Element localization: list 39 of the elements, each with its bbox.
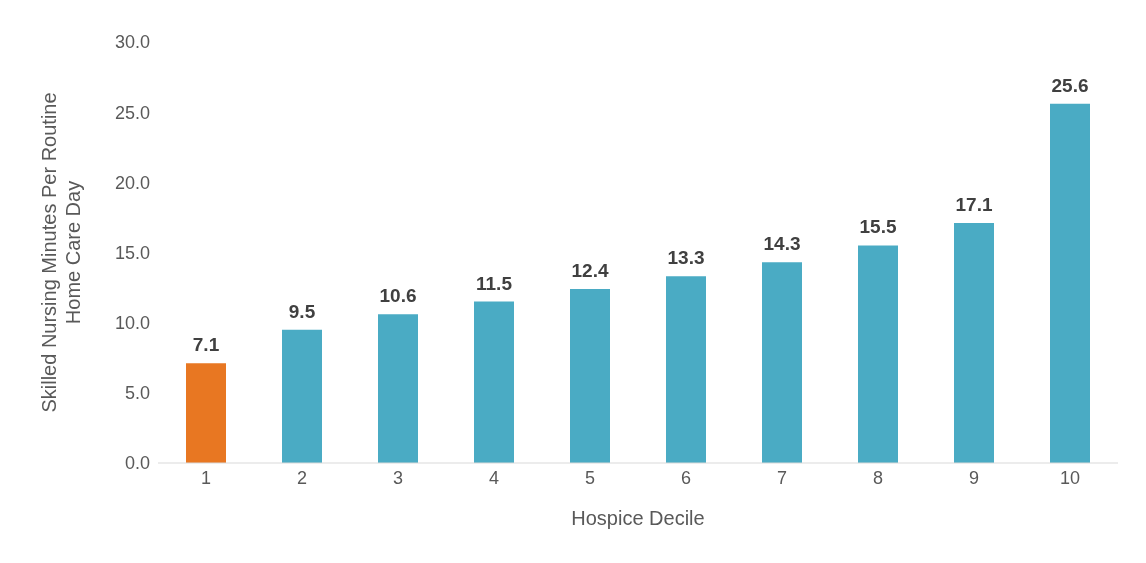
x-tick-label: 3: [392, 467, 404, 488]
x-tick-label: 7: [776, 467, 788, 488]
data-label: 17.1: [955, 194, 993, 216]
bar: [858, 245, 898, 463]
y-tick-label: 5.0: [124, 383, 150, 404]
y-tick-label: 20.0: [114, 172, 150, 193]
y-tick-label: 10.0: [114, 313, 150, 334]
y-tick-label: 0.0: [124, 453, 150, 474]
y-tick-label: 15.0: [114, 242, 150, 263]
bar: [474, 301, 514, 463]
bar: [1050, 103, 1090, 463]
x-tick-label: 6: [680, 467, 692, 488]
bar: [186, 363, 226, 463]
data-label: 9.5: [288, 300, 316, 322]
data-label: 13.3: [667, 247, 705, 269]
bar: [378, 314, 418, 463]
y-tick-label: 30.0: [114, 32, 150, 53]
bar: [282, 329, 322, 463]
y-axis-title: Skilled Nursing Minutes Per Routine Home Care Day: [38, 92, 84, 413]
x-tick-label: 5: [584, 467, 596, 488]
data-label: 14.3: [763, 233, 801, 255]
data-label: 10.6: [379, 285, 417, 307]
data-label: 7.1: [192, 334, 220, 356]
bar: [954, 223, 994, 463]
data-label: 25.6: [1051, 74, 1089, 96]
x-tick-label: 1: [200, 467, 212, 488]
x-tick-label: 2: [296, 467, 308, 488]
bar: [570, 288, 610, 463]
x-tick-label: 4: [488, 467, 500, 488]
x-tick-label: 10: [1059, 467, 1081, 488]
x-axis-title: Hospice Decile: [571, 507, 705, 529]
data-label: 11.5: [476, 272, 513, 294]
data-label: 15.5: [859, 216, 897, 238]
bar: [762, 262, 802, 463]
data-label: 12.4: [571, 259, 609, 281]
x-tick-label: 8: [872, 467, 884, 488]
y-tick-label: 25.0: [114, 102, 150, 123]
bar: [666, 276, 706, 463]
x-tick-label: 9: [968, 467, 980, 488]
